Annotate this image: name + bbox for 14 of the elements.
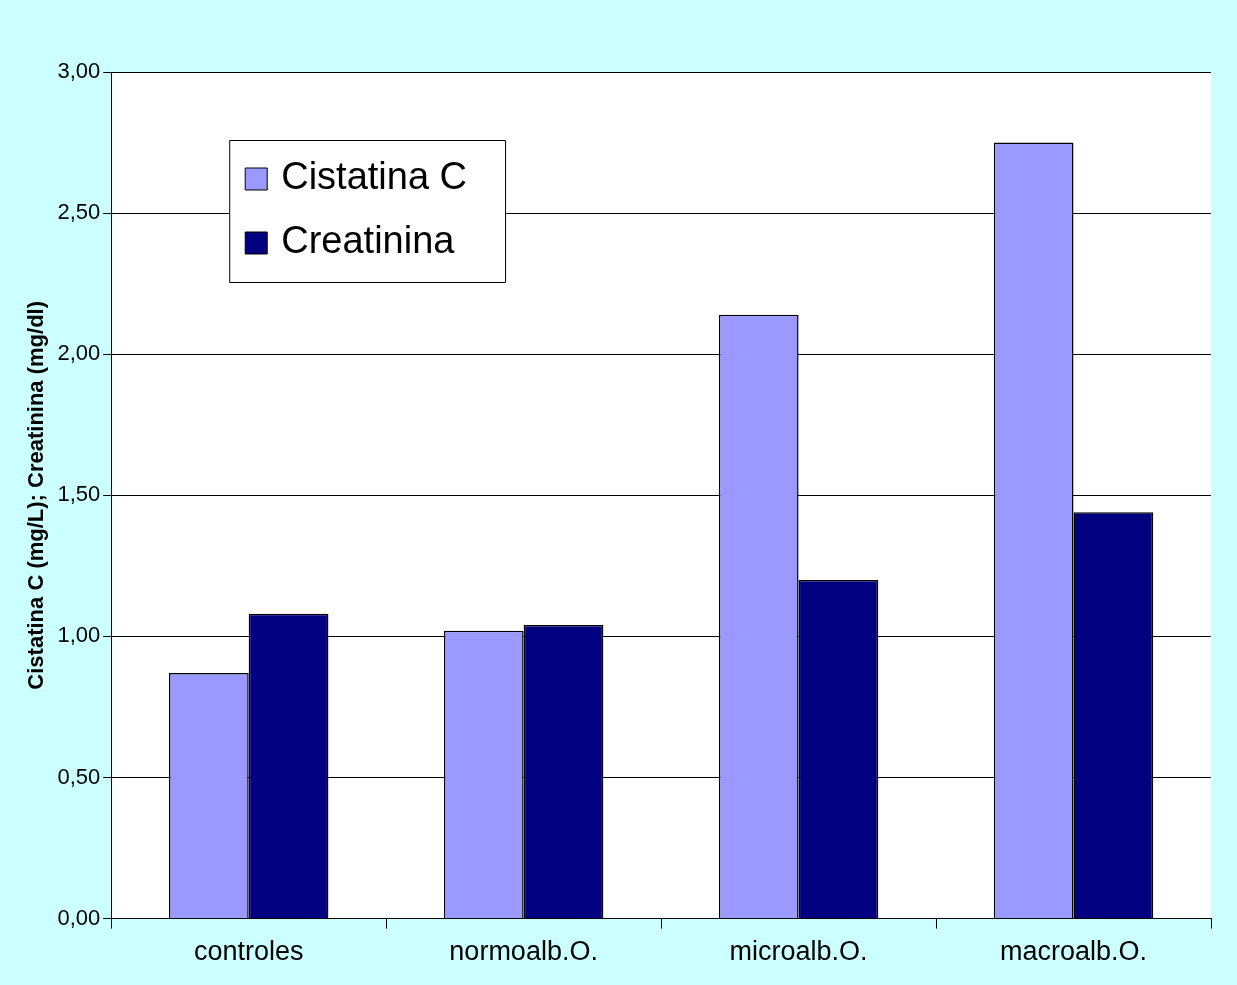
y-tick-label: 1,00 xyxy=(57,622,101,648)
y-tick-label: 1,50 xyxy=(57,481,101,507)
x-tick-label: macroalb.O. xyxy=(1000,936,1148,967)
y-tick-label: 3,00 xyxy=(57,58,101,84)
y-tick-label: 2,50 xyxy=(57,199,101,225)
x-tick-label: microalb.O. xyxy=(729,936,868,967)
x-tick-label: normoalb.O. xyxy=(449,936,598,967)
legend-label: Creatinina xyxy=(281,219,456,262)
y-tick-label: 2,00 xyxy=(57,340,101,366)
y-tick-label: 0,50 xyxy=(57,763,101,789)
y-tick-label: 0,00 xyxy=(57,904,101,930)
legend-label: Cistatina C xyxy=(281,155,468,198)
x-tick-label: controles xyxy=(193,936,304,967)
y-axis-title: Cistatina C (mg/L); Creatinina (mg/dl) xyxy=(23,300,49,690)
